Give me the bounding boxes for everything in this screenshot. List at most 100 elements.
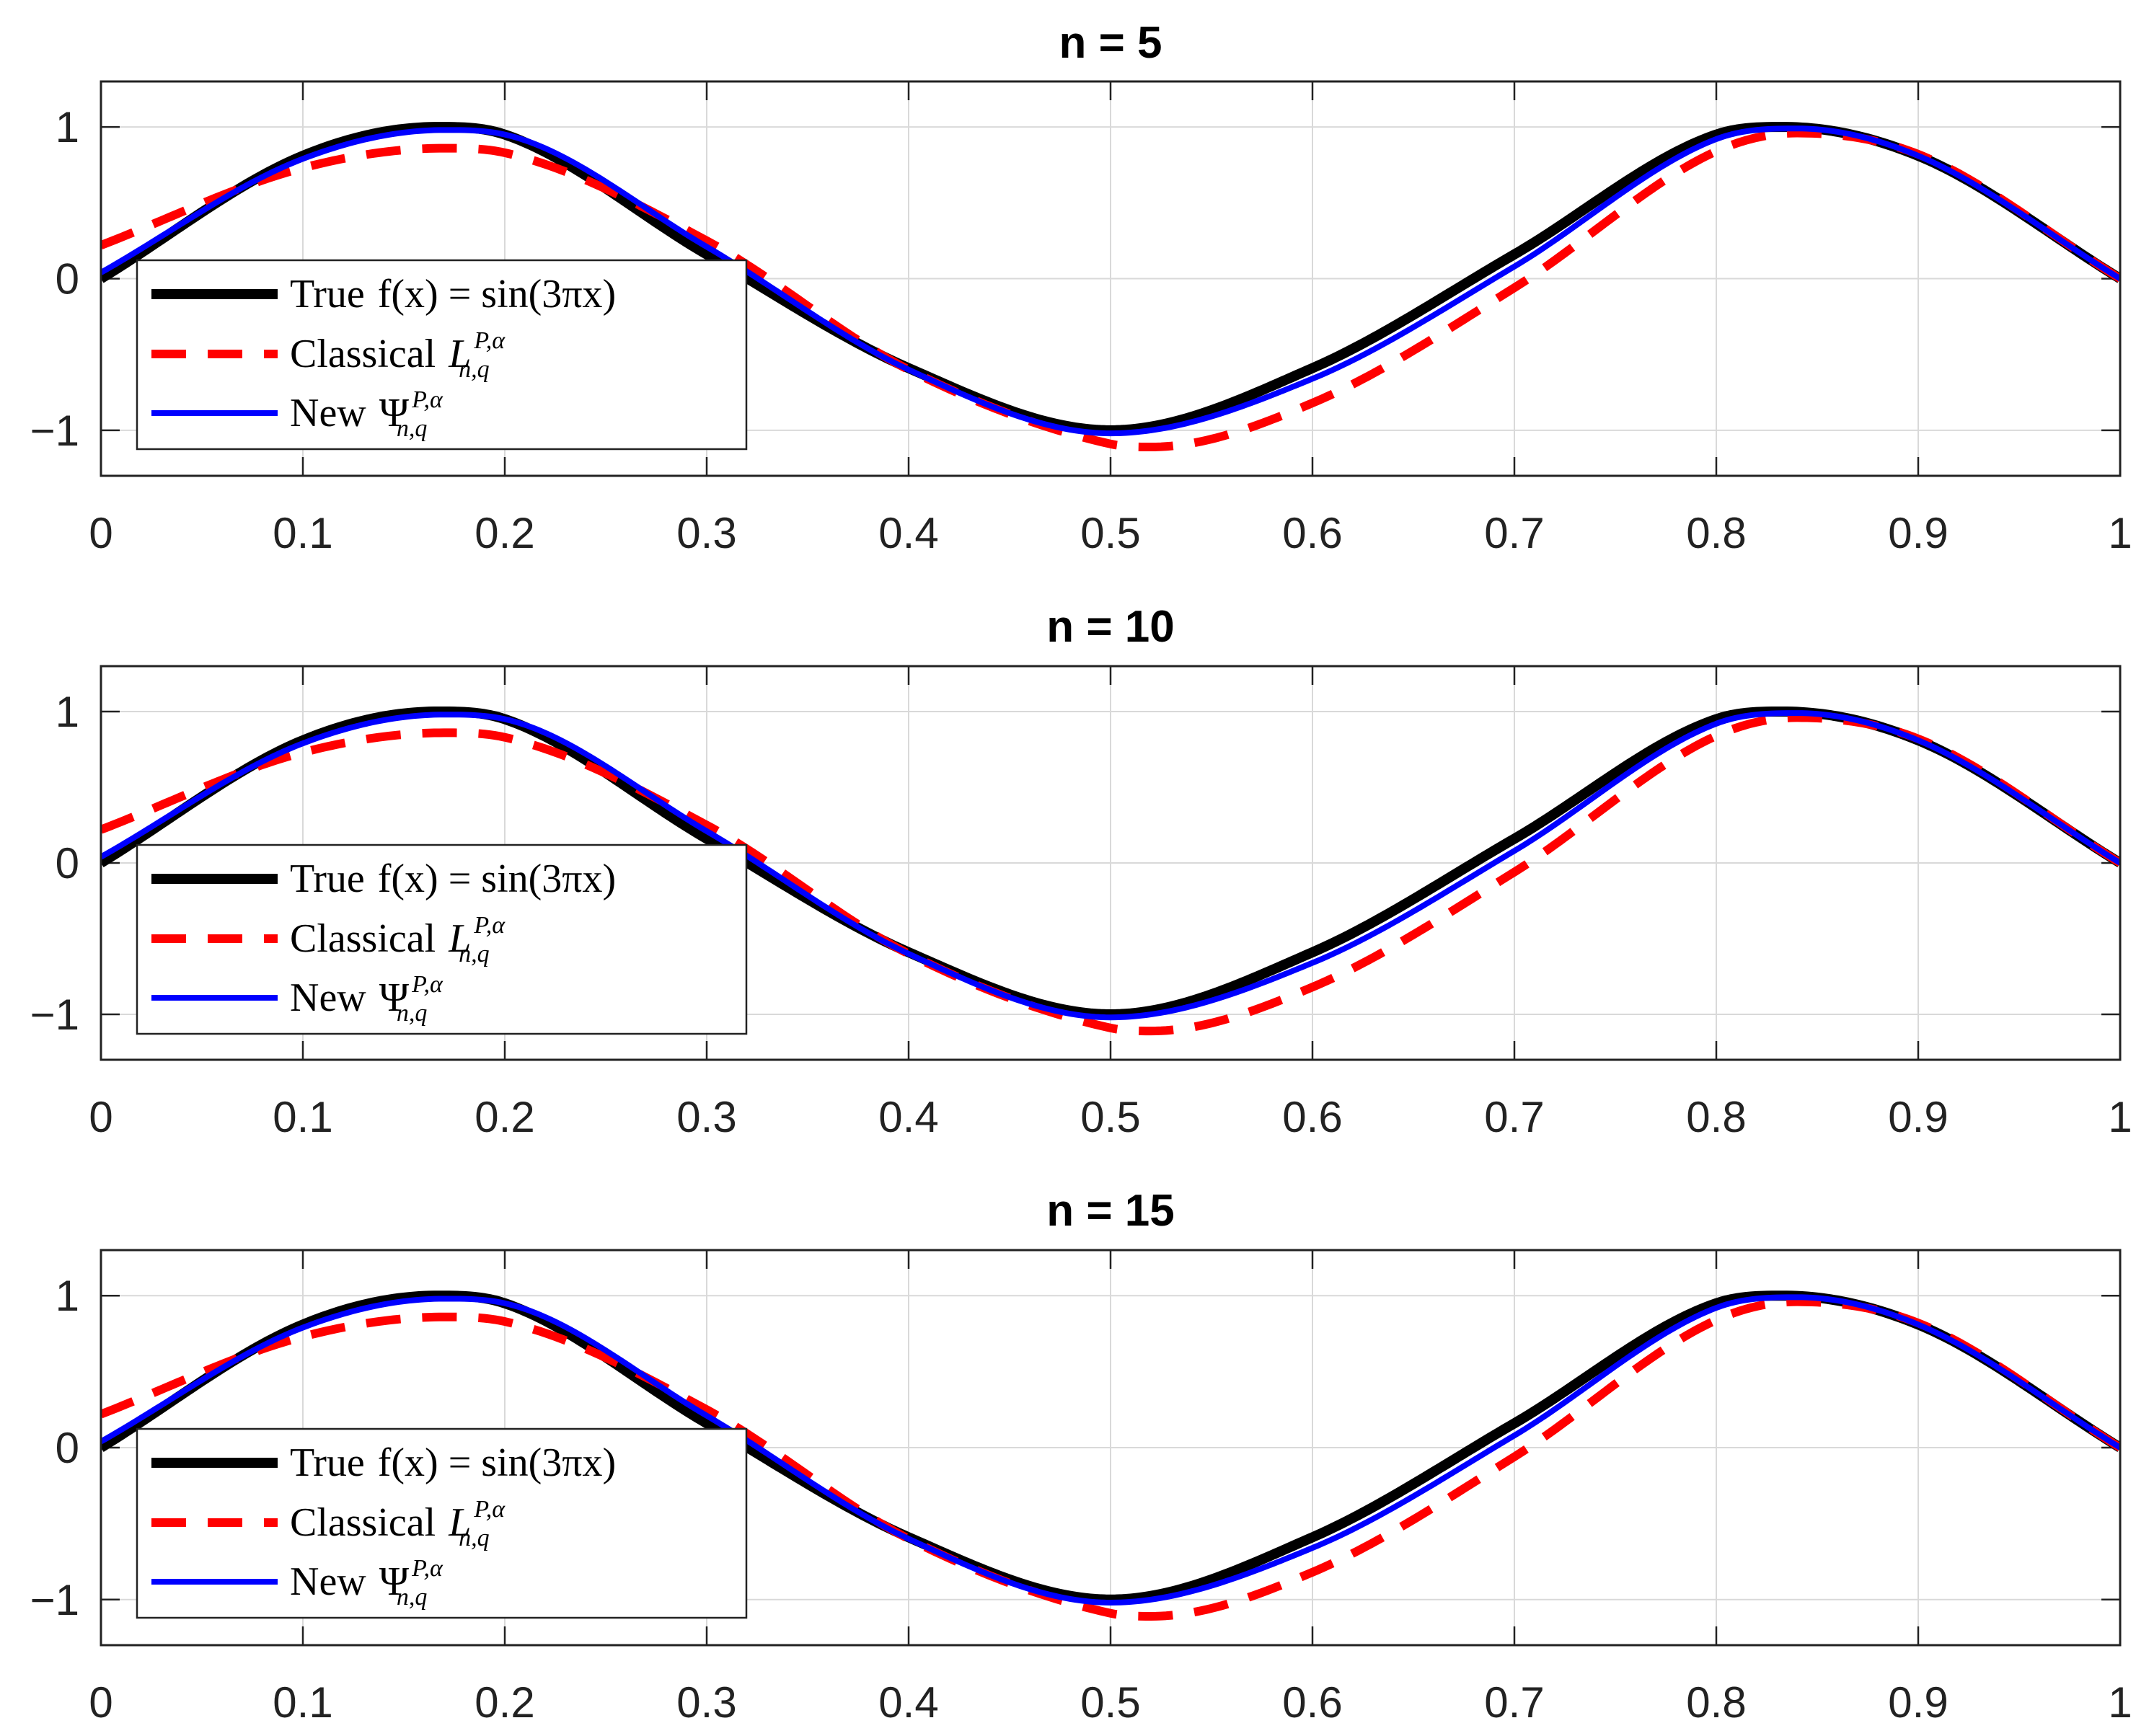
- x-tick-label: 0.6: [1282, 509, 1342, 557]
- legend-prefix: New: [290, 391, 366, 435]
- chart-panel-3: n = 15 0 0.1 0.2 0.3 0.4 0.5 0.6 0.7 0.8 0.9 1 1 0 −1 T…: [30, 1186, 2132, 1727]
- legend-label-true: True f(x) = sin(3πx): [290, 1440, 616, 1485]
- new-series-line: [101, 125, 2120, 437]
- legend-operator: Ψ: [379, 391, 410, 435]
- x-tick-label: 0: [89, 509, 112, 557]
- legend-prefix: True: [290, 272, 365, 316]
- legend-subscript: n,q: [459, 1525, 490, 1551]
- legend-expression: f(x) = sin(3πx): [378, 1440, 616, 1485]
- x-tick-label: 0.9: [1888, 509, 1948, 557]
- x-tick-label: 0.1: [273, 1678, 332, 1727]
- legend-label-true: True f(x) = sin(3πx): [290, 856, 616, 901]
- legend-prefix: Classical: [290, 916, 436, 961]
- legend-label-true: True f(x) = sin(3πx): [290, 272, 616, 316]
- x-tick-label: 0.1: [273, 509, 332, 557]
- x-tick-label: 0.8: [1686, 1678, 1746, 1727]
- x-tick-label: 1: [2108, 1093, 2132, 1141]
- legend-label-new: New Ψ P,α n,q: [290, 386, 443, 442]
- legend-prefix: New: [290, 1559, 366, 1604]
- x-tick-label: 0.6: [1282, 1678, 1342, 1727]
- x-tick-label: 0.7: [1484, 1678, 1544, 1727]
- y-tick-label: 0: [56, 839, 79, 887]
- legend-label-new: New Ψ P,α n,q: [290, 971, 443, 1027]
- legend-prefix: True: [290, 856, 365, 901]
- x-tick-label: 0.7: [1484, 509, 1544, 557]
- classical-series-line: [101, 1297, 2120, 1621]
- legend-label-classical: Classical L P,α n,q: [290, 912, 506, 967]
- legend-operator: Ψ: [379, 1559, 410, 1604]
- legend-prefix: New: [290, 975, 366, 1020]
- legend-subscript: n,q: [459, 941, 490, 967]
- x-tick-label: 0.4: [878, 509, 938, 557]
- series-group: [101, 1290, 2120, 1621]
- chart-title: n = 5: [1059, 18, 1162, 68]
- x-tick-label: 0: [89, 1678, 112, 1727]
- new-series-line: [101, 710, 2120, 1021]
- x-tick-label: 0.8: [1686, 509, 1746, 557]
- classical-series-line: [101, 713, 2120, 1036]
- legend-prefix: Classical: [290, 332, 436, 376]
- x-tick-label: 0.2: [475, 509, 534, 557]
- legend-prefix: True: [290, 1440, 365, 1485]
- x-tick-label: 0.4: [878, 1093, 938, 1141]
- x-tick-label: 0.8: [1686, 1093, 1746, 1141]
- axes-box: [100, 1249, 2122, 1647]
- x-tick-label: 0.2: [475, 1093, 534, 1141]
- x-tick-label: 0.6: [1282, 1093, 1342, 1141]
- y-tick-label: 0: [56, 1424, 79, 1472]
- legend-superscript: P,α: [473, 1496, 506, 1523]
- y-tick-label: 1: [56, 688, 79, 736]
- legend-operator: L: [448, 916, 471, 961]
- legend-superscript: P,α: [473, 912, 506, 939]
- legend-subscript: n,q: [397, 1584, 428, 1611]
- legend-label-classical: Classical L P,α n,q: [290, 327, 506, 383]
- y-tick-label: 1: [56, 103, 79, 151]
- legend-operator: L: [448, 332, 471, 376]
- legend-superscript: P,α: [411, 386, 443, 413]
- x-tick-label: 1: [2108, 1678, 2132, 1727]
- x-tick-label: 0.3: [676, 1678, 736, 1727]
- legend-superscript: P,α: [473, 327, 506, 354]
- legend-expression: f(x) = sin(3πx): [378, 856, 616, 901]
- series-group: [101, 707, 2120, 1036]
- legend-expression: f(x) = sin(3πx): [378, 272, 616, 316]
- series-group: [101, 122, 2120, 452]
- chart-title: n = 10: [1046, 602, 1175, 652]
- x-tick-label: 0.9: [1888, 1678, 1948, 1727]
- y-tick-label: −1: [30, 1576, 79, 1624]
- chart-panel-1: n = 5 0 0.1 0.2 0.3 0.4 0.5 0.6 0.7 0.8 0.9 1 1 0 −1 Tr…: [30, 18, 2132, 557]
- x-tick-label: 0.1: [273, 1093, 332, 1141]
- y-tick-label: 1: [56, 1272, 79, 1320]
- y-tick-label: 0: [56, 255, 79, 304]
- x-tick-label: 0: [89, 1093, 112, 1141]
- legend-subscript: n,q: [397, 1000, 428, 1027]
- chart-panel-2: n = 10 0 0.1 0.2 0.3 0.4 0.5 0.6 0.7 0.8 0.9 1 1 0 −1 T…: [30, 602, 2132, 1141]
- chart-title: n = 15: [1046, 1186, 1175, 1236]
- legend-operator: Ψ: [379, 975, 410, 1020]
- x-tick-label: 0.5: [1080, 1093, 1140, 1141]
- new-series-line: [101, 1294, 2120, 1606]
- legend-operator: L: [448, 1500, 471, 1545]
- x-tick-label: 0.9: [1888, 1093, 1948, 1141]
- y-tick-label: −1: [30, 991, 79, 1039]
- x-tick-label: 0.7: [1484, 1093, 1544, 1141]
- axes-box: [100, 665, 2122, 1061]
- legend-subscript: n,q: [397, 415, 428, 442]
- legend-subscript: n,q: [459, 356, 490, 383]
- x-tick-label: 0.4: [878, 1678, 938, 1727]
- classical-series-line: [101, 128, 2120, 452]
- x-tick-label: 0.2: [475, 1678, 534, 1727]
- y-tick-label: −1: [30, 407, 79, 455]
- x-tick-label: 0.5: [1080, 1678, 1140, 1727]
- x-tick-label: 0.5: [1080, 509, 1140, 557]
- x-tick-label: 0.3: [676, 1093, 736, 1141]
- x-tick-label: 1: [2108, 509, 2132, 557]
- x-tick-label: 0.3: [676, 509, 736, 557]
- legend-label-classical: Classical L P,α n,q: [290, 1496, 506, 1551]
- legend-superscript: P,α: [411, 1555, 443, 1582]
- legend-superscript: P,α: [411, 971, 443, 998]
